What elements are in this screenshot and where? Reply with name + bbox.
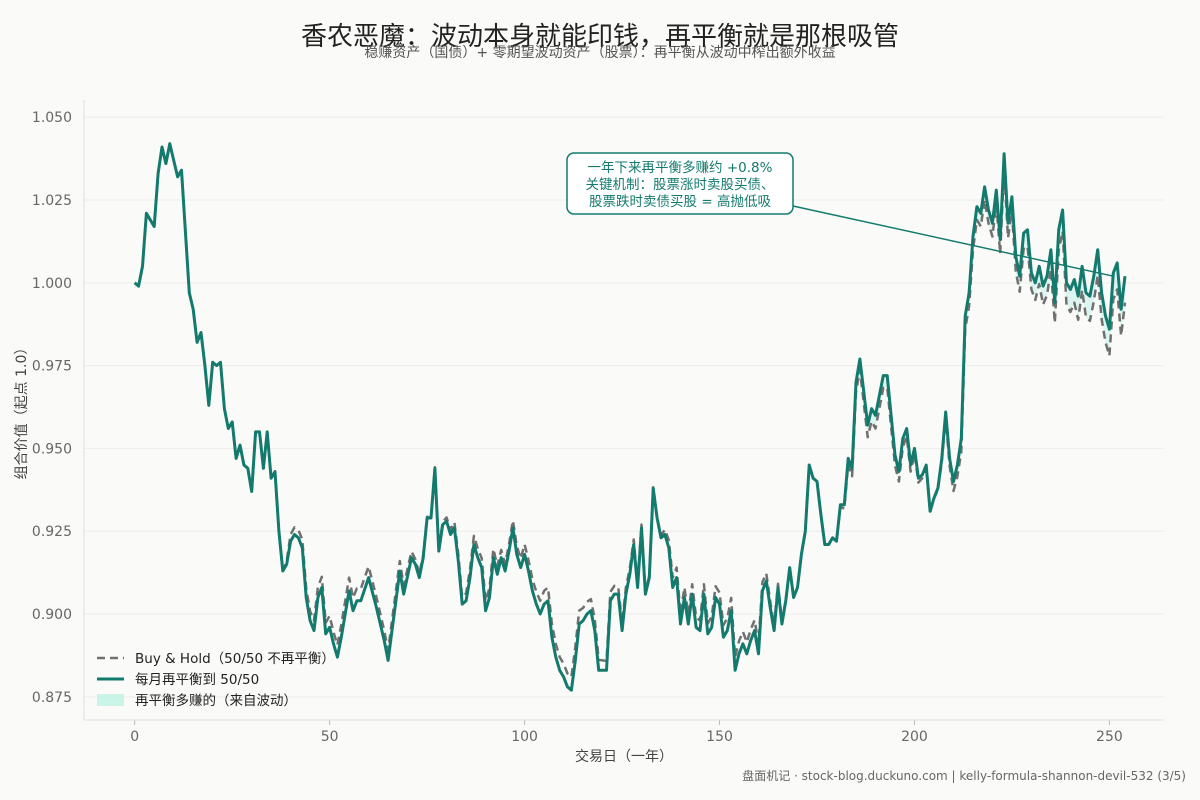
annotation-text: 一年下来再平衡多赚约 +0.8% (588, 159, 773, 176)
axis-layer: 0.875 0.900 0.925 0.950 0.975 1.000 1.025 1.050… (14, 100, 1164, 765)
chart-title: 香农恶魔：波动本身就能印钱，再平衡就是那根吸管 (300, 22, 899, 52)
y-tick-label: 0.950 (32, 441, 72, 457)
annotation-text: 股票跌时卖债买股 = 高抛低吸 (589, 193, 771, 210)
x-tick-label: 150 (706, 729, 733, 745)
annotation-text: 关键机制：股票涨时卖股买债、 (586, 177, 775, 193)
y-tick-label: 1.050 (32, 110, 72, 126)
y-tick-label: 0.875 (32, 690, 72, 706)
legend-layer: Buy & Hold（50/50 不再平衡） 每月再平衡到 50/50 再平衡多赚的… (97, 651, 335, 709)
buy-hold-line (133, 142, 1127, 679)
x-tick-label: 250 (1096, 729, 1123, 745)
annotation-layer: 一年下来再平衡多赚约 +0.8%关键机制：股票涨时卖股买债、股票跌时卖债买股 =… (566, 152, 1114, 277)
x-tick-label: 50 (321, 729, 339, 745)
y-tick-label: 0.900 (32, 607, 72, 623)
x-tick-label: 0 (130, 729, 139, 745)
annotation-box (566, 152, 794, 215)
x-tick-label: 100 (511, 729, 538, 745)
legend-label-fill: 再平衡多赚的（来自波动） (135, 692, 297, 709)
y-tick-label: 0.975 (32, 359, 72, 375)
y-tick-label: 1.000 (32, 276, 72, 292)
annotation-arrow (792, 205, 1114, 277)
rebalance-line (133, 142, 1127, 692)
x-tick-label: 200 (901, 729, 928, 745)
series-layer (133, 142, 1127, 692)
y-tick-label: 0.925 (32, 524, 72, 540)
legend-swatch-fill (97, 694, 124, 706)
footer-credit: 盘面机记 · stock-blog.duckuno.com | kelly-fo… (742, 769, 1186, 783)
y-axis-label: 组合价值（起点 1.0） (14, 341, 30, 480)
x-axis-label: 交易日（一年） (575, 748, 673, 765)
legend-label-rebalance: 每月再平衡到 50/50 (135, 672, 259, 688)
chart-subtitle: 稳赚资产（国债）+ 零期望波动资产（股票）：再平衡从波动中榨出额外收益 (364, 45, 836, 61)
y-tick-label: 1.025 (32, 193, 72, 209)
legend-label-buy-hold: Buy & Hold（50/50 不再平衡） (135, 651, 335, 667)
